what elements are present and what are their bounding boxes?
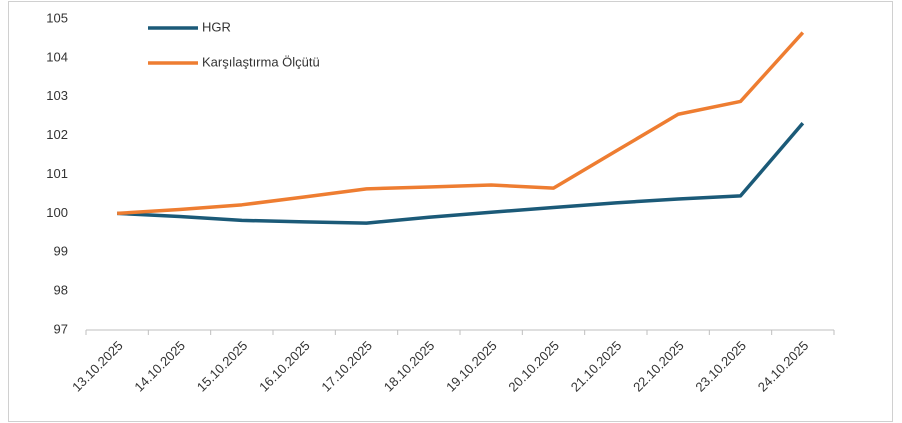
y-tick-label: 97 [54,321,68,336]
y-tick-label: 104 [46,49,68,64]
legend-label: HGR [202,19,231,34]
y-tick-label: 101 [46,166,68,181]
y-tick-label: 99 [54,244,68,259]
y-tick-label: 100 [46,205,68,220]
y-tick-label: 98 [54,283,68,298]
y-tick-label: 103 [46,88,68,103]
y-tick-label: 102 [46,127,68,142]
series-line [117,31,805,216]
y-tick-label: 105 [46,10,68,25]
legend-label: Karşılaştırma Ölçütü [202,54,320,69]
series-line [117,122,805,225]
